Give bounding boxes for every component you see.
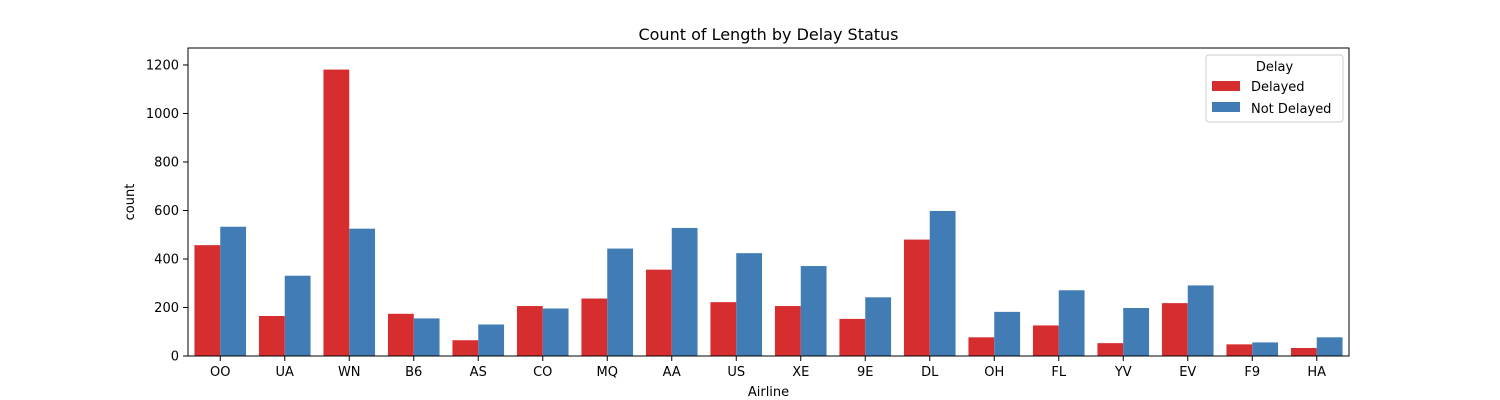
bar-oh-not-delayed	[994, 311, 1021, 356]
bar-oo-delayed	[194, 245, 221, 356]
bar-as-not-delayed	[478, 324, 505, 356]
x-tick-label: 9E	[857, 365, 874, 380]
legend-label-delayed: Delayed	[1251, 80, 1305, 95]
x-tick-label: UA	[276, 365, 295, 380]
bar-xe-delayed	[774, 306, 801, 356]
chart-title: Count of Length by Delay Status	[638, 25, 898, 44]
bar-yv-not-delayed	[1123, 307, 1150, 356]
bar-ua-delayed	[258, 315, 285, 356]
bar-as-delayed	[452, 340, 479, 356]
x-tick-label: B6	[405, 365, 422, 380]
bar-b6-not-delayed	[413, 318, 440, 356]
bar-ev-delayed	[1161, 303, 1188, 356]
x-tick-label: FL	[1051, 365, 1066, 380]
bar-fl-not-delayed	[1058, 290, 1085, 356]
y-tick-label: 1000	[146, 107, 179, 122]
legend-title: Delay	[1256, 60, 1294, 75]
x-tick-label: EV	[1179, 365, 1196, 380]
y-tick-label: 400	[154, 252, 179, 267]
bar-f9-delayed	[1226, 344, 1253, 356]
x-tick-label: OH	[984, 365, 1004, 380]
bar-mq-delayed	[581, 298, 608, 356]
bars-group	[194, 69, 1343, 356]
bar-co-delayed	[516, 306, 543, 356]
x-tick-label: AS	[470, 365, 487, 380]
bar-9e-delayed	[839, 318, 866, 356]
y-tick-label: 200	[154, 301, 179, 316]
bar-fl-delayed	[1032, 325, 1059, 356]
x-tick-label: DL	[921, 365, 939, 380]
x-tick-label: XE	[792, 365, 809, 380]
bar-aa-not-delayed	[671, 227, 698, 356]
x-tick-label: YV	[1114, 365, 1132, 380]
bar-us-not-delayed	[736, 253, 763, 356]
x-tick-label: MQ	[597, 365, 618, 380]
bar-f9-not-delayed	[1252, 342, 1279, 356]
bar-wn-delayed	[323, 69, 350, 356]
bar-ev-not-delayed	[1187, 285, 1214, 356]
x-tick-label: AA	[663, 365, 681, 380]
x-tick-label: F9	[1244, 365, 1260, 380]
x-tick-label: WN	[338, 365, 361, 380]
y-axis: 0 200 400 600 800 1000 1200	[146, 58, 188, 365]
bar-wn-not-delayed	[349, 228, 376, 356]
bar-aa-delayed	[645, 269, 672, 356]
bar-co-not-delayed	[542, 308, 569, 356]
y-tick-label: 600	[154, 204, 179, 219]
bar-oh-delayed	[968, 337, 995, 356]
bar-oo-not-delayed	[220, 226, 247, 356]
x-axis-label: Airline	[748, 385, 789, 400]
legend-swatch-delayed	[1212, 81, 1240, 91]
y-tick-label: 800	[154, 155, 179, 170]
bar-ha-not-delayed	[1316, 337, 1343, 356]
legend-box	[1205, 54, 1344, 123]
legend-swatch-not-delayed	[1212, 102, 1240, 112]
y-tick-label: 0	[171, 350, 179, 365]
y-axis-label: count	[123, 184, 138, 221]
bar-dl-not-delayed	[929, 210, 956, 356]
bar-dl-delayed	[903, 239, 930, 356]
bar-b6-delayed	[387, 313, 414, 356]
legend-label-not-delayed: Not Delayed	[1251, 102, 1331, 117]
bar-us-delayed	[710, 302, 737, 356]
bar-ua-not-delayed	[284, 275, 311, 356]
x-axis: OO UA WN B6 AS CO MQ AA US XE 9E DL OH FL YV EV F9 HA	[210, 356, 1326, 380]
y-tick-label: 1200	[146, 58, 179, 73]
x-tick-label: OO	[210, 365, 230, 380]
bar-9e-not-delayed	[865, 297, 892, 356]
bar-mq-not-delayed	[607, 248, 634, 356]
bar-ha-delayed	[1290, 347, 1317, 356]
x-tick-label: US	[727, 365, 745, 380]
legend: Delay Delayed Not Delayed	[1205, 54, 1344, 123]
bar-yv-delayed	[1097, 343, 1124, 356]
x-tick-label: HA	[1307, 365, 1326, 380]
x-tick-label: CO	[533, 365, 552, 380]
bar-xe-not-delayed	[800, 266, 827, 356]
plot-frame	[187, 47, 1350, 357]
